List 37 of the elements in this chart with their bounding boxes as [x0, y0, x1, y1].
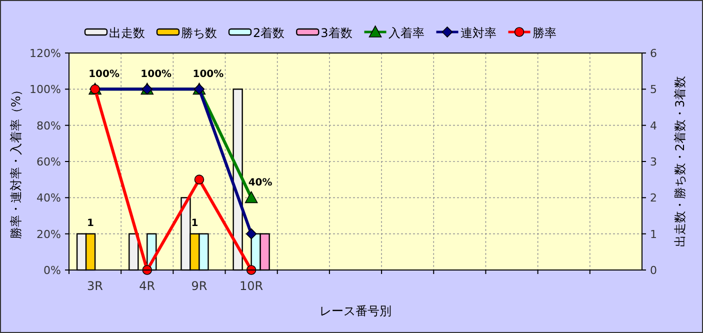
y2-tick-label: 1	[650, 228, 657, 241]
y-tick-label: 40%	[36, 192, 61, 205]
x-tick-label: 10R	[240, 279, 264, 293]
y-tick-label: 100%	[30, 83, 61, 96]
y-axis-title: 勝率・連対率・入着率（%）	[9, 84, 23, 240]
legend-label: 2着数	[253, 26, 285, 40]
y2-tick-label: 4	[650, 119, 657, 132]
x-axis-title: レース番号別	[320, 304, 392, 318]
data-label: 100%	[192, 69, 224, 80]
y-tick-label: 0%	[44, 264, 61, 277]
y2-axis-title: 出走数・勝ち数・2着数・3着数	[673, 76, 687, 248]
legend-label: 出走数	[109, 26, 145, 40]
point	[246, 228, 257, 240]
point	[244, 191, 258, 204]
data-label: 40%	[248, 178, 272, 189]
data-label: 100%	[88, 69, 120, 80]
y2-tick-label: 3	[650, 156, 657, 168]
x-tick-label: 9R	[191, 279, 208, 293]
legend-label: 勝率	[532, 26, 556, 40]
point	[194, 174, 204, 184]
y-tick-label: 120%	[30, 47, 61, 60]
y-tick-label: 80%	[36, 119, 61, 132]
x-tick-label: 4R	[139, 279, 156, 293]
legend-label: 入着率	[388, 26, 424, 40]
y2-tick-label: 2	[650, 192, 657, 205]
y-tick-label: 60%	[36, 156, 61, 168]
data-label: 1	[191, 218, 198, 229]
y-tick-label: 20%	[36, 228, 61, 241]
x-tick-label: 3R	[87, 279, 104, 293]
data-label: 1	[87, 218, 94, 229]
y2-tick-label: 6	[650, 47, 657, 60]
legend-label: 連対率	[460, 26, 496, 40]
data-label: 100%	[140, 69, 172, 80]
y2-tick-label: 5	[650, 83, 657, 96]
legend-label: 3着数	[320, 26, 352, 40]
legend-label: 勝ち数	[181, 26, 217, 40]
y2-tick-label: 0	[650, 264, 657, 277]
